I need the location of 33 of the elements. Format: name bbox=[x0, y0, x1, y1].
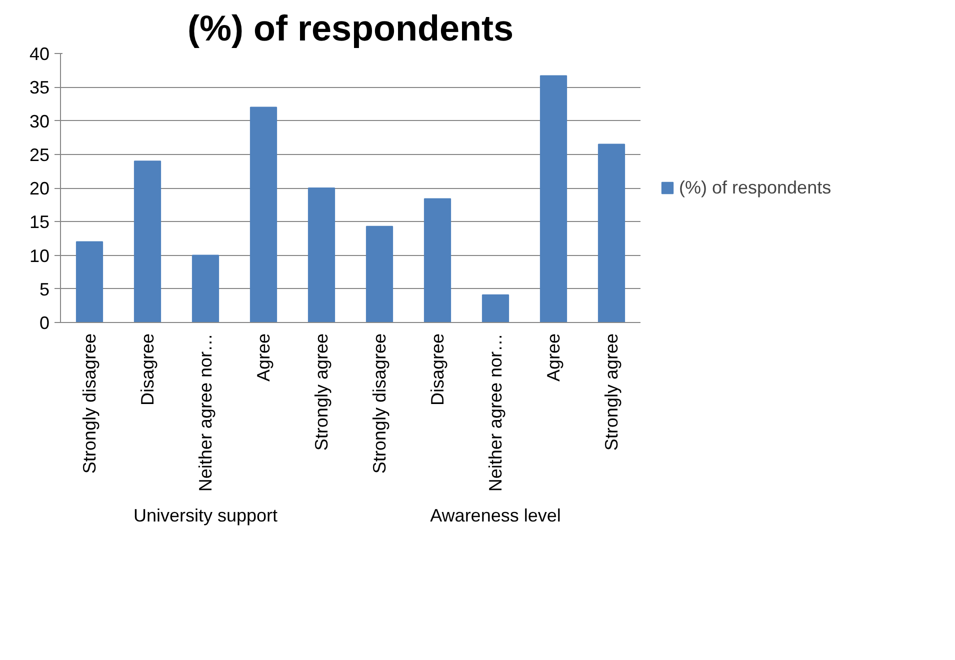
bar bbox=[308, 188, 336, 322]
x-tick-label: Neither agree nor… bbox=[486, 333, 506, 492]
bar bbox=[366, 226, 394, 322]
bar bbox=[192, 254, 220, 322]
x-tick-label: Neither agree nor… bbox=[196, 333, 216, 492]
bar bbox=[424, 198, 452, 322]
y-tick-label: 15 bbox=[29, 212, 50, 232]
x-tick-label: Strongly disagree bbox=[80, 333, 100, 474]
bar bbox=[540, 75, 568, 322]
y-tick-label: 35 bbox=[29, 78, 50, 98]
y-tick-label: 10 bbox=[29, 246, 50, 266]
y-tick-label: 25 bbox=[29, 144, 50, 165]
x-tick-label: Disagree bbox=[428, 333, 448, 406]
legend-label: (%) of respondents bbox=[679, 177, 832, 198]
x-tick-label: Agree bbox=[544, 333, 564, 382]
y-tick-label: 30 bbox=[29, 111, 50, 132]
y-tick-label: 0 bbox=[39, 313, 50, 333]
x-tick-label: Agree bbox=[254, 333, 274, 382]
text: University support bbox=[133, 506, 278, 526]
chart-title: (%) of respondents bbox=[188, 8, 514, 48]
y-tick-label: 20 bbox=[29, 178, 50, 198]
bar bbox=[134, 160, 162, 322]
bar bbox=[76, 241, 104, 322]
bar bbox=[598, 144, 626, 322]
x-tick-label: Strongly disagree bbox=[370, 333, 390, 474]
x-tick-label: Strongly agree bbox=[602, 333, 622, 451]
y-tick-label: 40 bbox=[29, 44, 50, 64]
x-tick-label: Disagree bbox=[138, 333, 158, 406]
y-tick-label: 5 bbox=[39, 279, 50, 300]
x-tick-label: Strongly agree bbox=[312, 333, 332, 451]
bar bbox=[250, 106, 278, 322]
bar bbox=[482, 294, 510, 322]
text: Awareness level bbox=[430, 506, 561, 526]
